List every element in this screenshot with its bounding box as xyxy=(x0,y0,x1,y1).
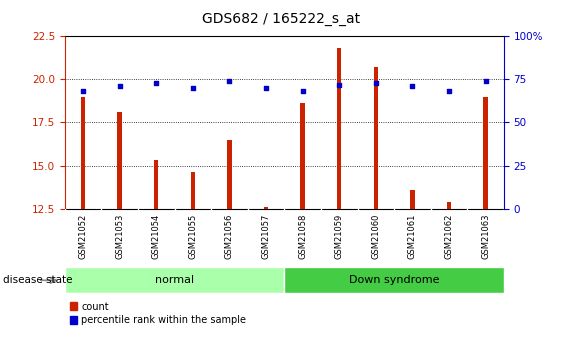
Point xyxy=(261,85,270,91)
Bar xyxy=(284,267,504,293)
Text: GSM21060: GSM21060 xyxy=(372,214,380,259)
Legend: count, percentile rank within the sample: count, percentile rank within the sample xyxy=(70,302,246,325)
Point xyxy=(481,78,490,84)
Point xyxy=(152,80,161,86)
Point xyxy=(115,83,124,89)
Bar xyxy=(374,67,378,209)
Bar xyxy=(337,48,341,209)
Text: GSM21056: GSM21056 xyxy=(225,214,234,259)
Bar xyxy=(410,190,414,209)
Point xyxy=(188,85,197,91)
Text: GSM21062: GSM21062 xyxy=(445,214,453,259)
Text: GSM21061: GSM21061 xyxy=(408,214,417,259)
Point xyxy=(298,89,307,94)
Point xyxy=(225,78,234,84)
Text: disease state: disease state xyxy=(3,275,72,285)
Bar xyxy=(301,104,305,209)
Bar xyxy=(81,97,85,209)
Bar xyxy=(447,202,451,209)
Bar xyxy=(227,140,231,209)
Point xyxy=(334,82,343,87)
Bar xyxy=(118,112,122,209)
Bar xyxy=(264,207,268,209)
Text: GSM21052: GSM21052 xyxy=(79,214,87,259)
Text: Down syndrome: Down syndrome xyxy=(349,275,439,285)
Text: GSM21058: GSM21058 xyxy=(298,214,307,259)
Text: normal: normal xyxy=(155,275,194,285)
Bar xyxy=(154,160,158,209)
Text: GSM21063: GSM21063 xyxy=(481,214,490,259)
Text: GDS682 / 165222_s_at: GDS682 / 165222_s_at xyxy=(203,12,360,26)
Text: GSM21054: GSM21054 xyxy=(152,214,160,259)
Bar xyxy=(191,172,195,209)
Text: GSM21057: GSM21057 xyxy=(262,214,270,259)
Text: GSM21059: GSM21059 xyxy=(335,214,343,259)
Point xyxy=(445,89,454,94)
Bar xyxy=(484,97,488,209)
Text: GSM21055: GSM21055 xyxy=(189,214,197,259)
Text: GSM21053: GSM21053 xyxy=(115,214,124,259)
Point xyxy=(408,83,417,89)
Bar xyxy=(65,267,284,293)
Point xyxy=(372,80,381,86)
Point xyxy=(79,89,88,94)
